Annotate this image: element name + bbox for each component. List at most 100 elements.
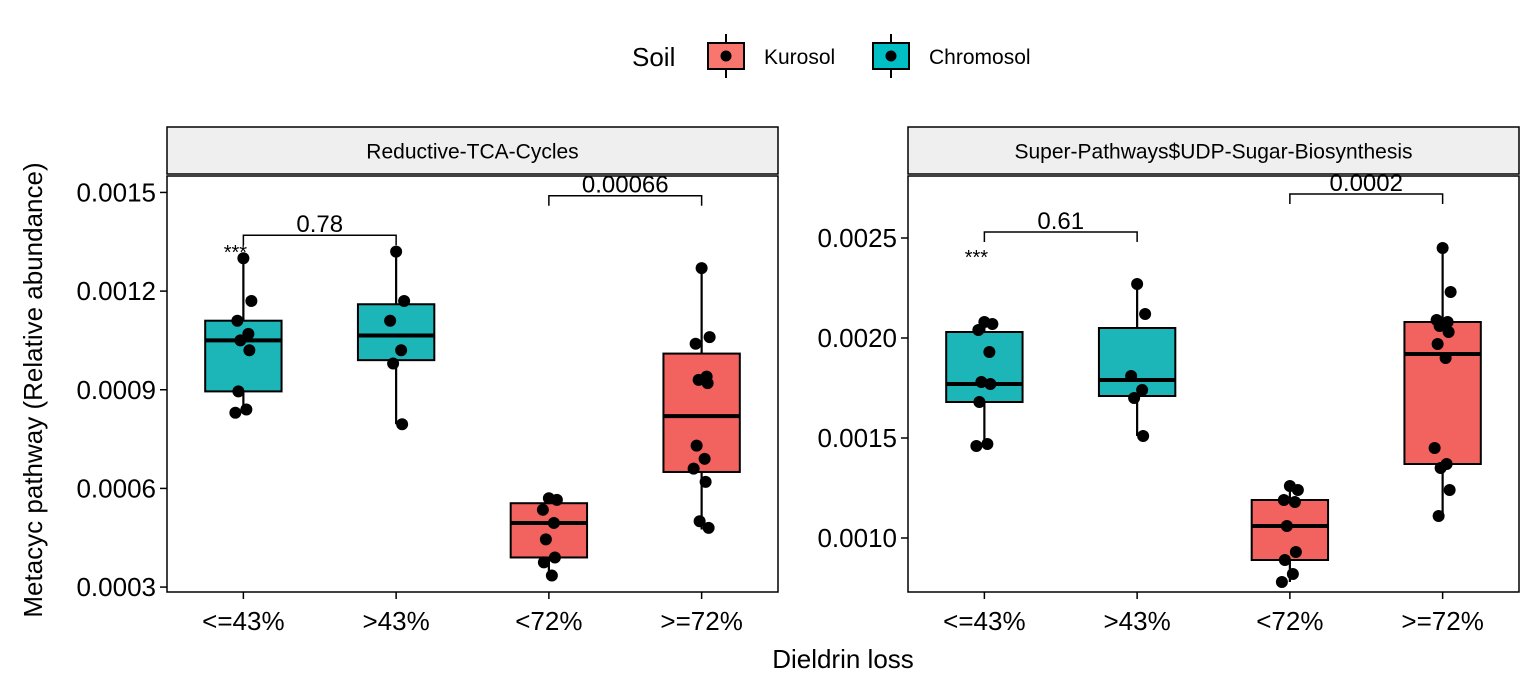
data-point: [1436, 242, 1449, 254]
data-point: [687, 462, 700, 475]
data-point: [983, 346, 996, 358]
data-point: [536, 503, 549, 516]
legend: Soil Kurosol Chromosol: [632, 34, 1031, 78]
data-point: [698, 452, 711, 465]
data-point: [703, 331, 716, 344]
x-tick-label: >43%: [363, 606, 430, 636]
x-tick-label: >=72%: [1401, 606, 1483, 636]
data-point: [973, 396, 986, 408]
data-point: [692, 373, 705, 386]
legend-item-chromosol: Chromosol: [872, 34, 1031, 78]
data-point: [695, 262, 708, 275]
data-point: [387, 357, 400, 370]
data-point: [701, 377, 714, 390]
data-point: [545, 569, 558, 582]
data-point: [245, 294, 258, 307]
y-tick-label: 0.0020: [817, 323, 897, 353]
comparison-pvalue-label: 0.0002: [1330, 170, 1403, 197]
plot-border: [907, 175, 1520, 593]
data-point: [986, 318, 999, 330]
comparison-bracket: [983, 231, 1138, 242]
data-point: [1444, 286, 1457, 298]
data-point: [231, 314, 244, 327]
data-point: [396, 418, 409, 431]
data-point: [384, 314, 397, 327]
data-point: [689, 337, 702, 350]
data-point: [243, 344, 256, 357]
comparison-pvalue-label: 0.78: [296, 211, 343, 238]
data-point: [1431, 338, 1444, 350]
data-point: [1277, 494, 1290, 506]
data-point: [702, 521, 715, 534]
y-tick-label: 0.0009: [76, 375, 156, 405]
data-point: [232, 385, 245, 398]
data-point: [1439, 352, 1452, 364]
data-point: [1137, 430, 1150, 442]
data-point: [1433, 320, 1446, 332]
data-point: [242, 327, 255, 340]
data-point: [984, 378, 997, 390]
x-tick-label: >=72%: [660, 606, 742, 636]
legend-label-chromosol: Chromosol: [929, 46, 1031, 69]
comparison-bracket: [242, 234, 397, 246]
data-point: [1128, 392, 1141, 404]
data-point: [1125, 370, 1138, 382]
comparison-bracket: [548, 194, 703, 206]
facet-strip: [166, 126, 779, 175]
data-point: [1442, 326, 1455, 338]
data-point: [1434, 462, 1447, 474]
facet-panel-reductive-tca-cycles: Reductive-TCA-Cycles 0.0003 0.0006 0.0009 0.…: [76, 126, 779, 636]
legend-label-kurosol: Kurosol: [764, 46, 835, 69]
legend-item-kurosol: Kurosol: [707, 34, 835, 78]
data-point: [1291, 484, 1304, 496]
x-tick-label: <=43%: [943, 606, 1025, 636]
box: [1097, 327, 1177, 397]
data-point: [539, 533, 552, 546]
data-point: [229, 406, 242, 419]
data-point: [975, 376, 988, 388]
comparison-bracket: [1289, 193, 1444, 204]
data-point: [398, 294, 411, 307]
data-point: [237, 252, 250, 265]
box: [945, 331, 1024, 403]
facet-title: Reductive-TCA-Cycles: [366, 141, 578, 164]
data-point: [240, 403, 253, 416]
x-tick-label: <=43%: [202, 606, 284, 636]
data-point: [1432, 510, 1445, 522]
data-point: [234, 334, 247, 347]
x-tick-label: >43%: [1104, 606, 1171, 636]
significance-stars: ***: [224, 242, 248, 264]
data-point: [547, 516, 560, 529]
y-tick-label: 0.0015: [817, 423, 897, 453]
data-point: [1288, 496, 1301, 508]
box: [509, 502, 589, 559]
plot-border: [166, 175, 779, 593]
facet-panel-udp-sugar-biosynthesis: Super-Pathways$UDP-Sugar-Biosynthesis 0.0…: [817, 126, 1520, 636]
y-tick-label: 0.0003: [76, 572, 156, 602]
data-point: [1275, 576, 1288, 588]
data-point: [1428, 442, 1441, 454]
data-point: [1280, 520, 1293, 532]
data-point: [690, 439, 703, 452]
data-point: [1286, 568, 1299, 580]
data-point: [1139, 308, 1152, 320]
x-axis-label: Dieldrin loss: [772, 644, 914, 674]
data-point: [537, 556, 550, 569]
data-point: [972, 324, 985, 336]
y-tick-label: 0.0010: [817, 523, 897, 553]
data-point: [1443, 484, 1456, 496]
y-tick-label: 0.0025: [817, 223, 897, 253]
legend-title: Soil: [632, 42, 675, 72]
facet-strip: [907, 126, 1520, 175]
y-tick-label: 0.0012: [76, 276, 156, 306]
comparison-pvalue-label: 0.61: [1037, 208, 1084, 235]
significance-stars: ***: [965, 247, 989, 269]
y-axis-label: Metacyc pathway (Relative abundance): [18, 162, 48, 617]
data-point: [693, 515, 706, 528]
data-point: [1131, 278, 1144, 290]
data-point: [395, 344, 408, 357]
data-point: [970, 440, 983, 452]
y-tick-label: 0.0006: [76, 473, 156, 503]
facet-title: Super-Pathways$UDP-Sugar-Biosynthesis: [1014, 141, 1412, 164]
